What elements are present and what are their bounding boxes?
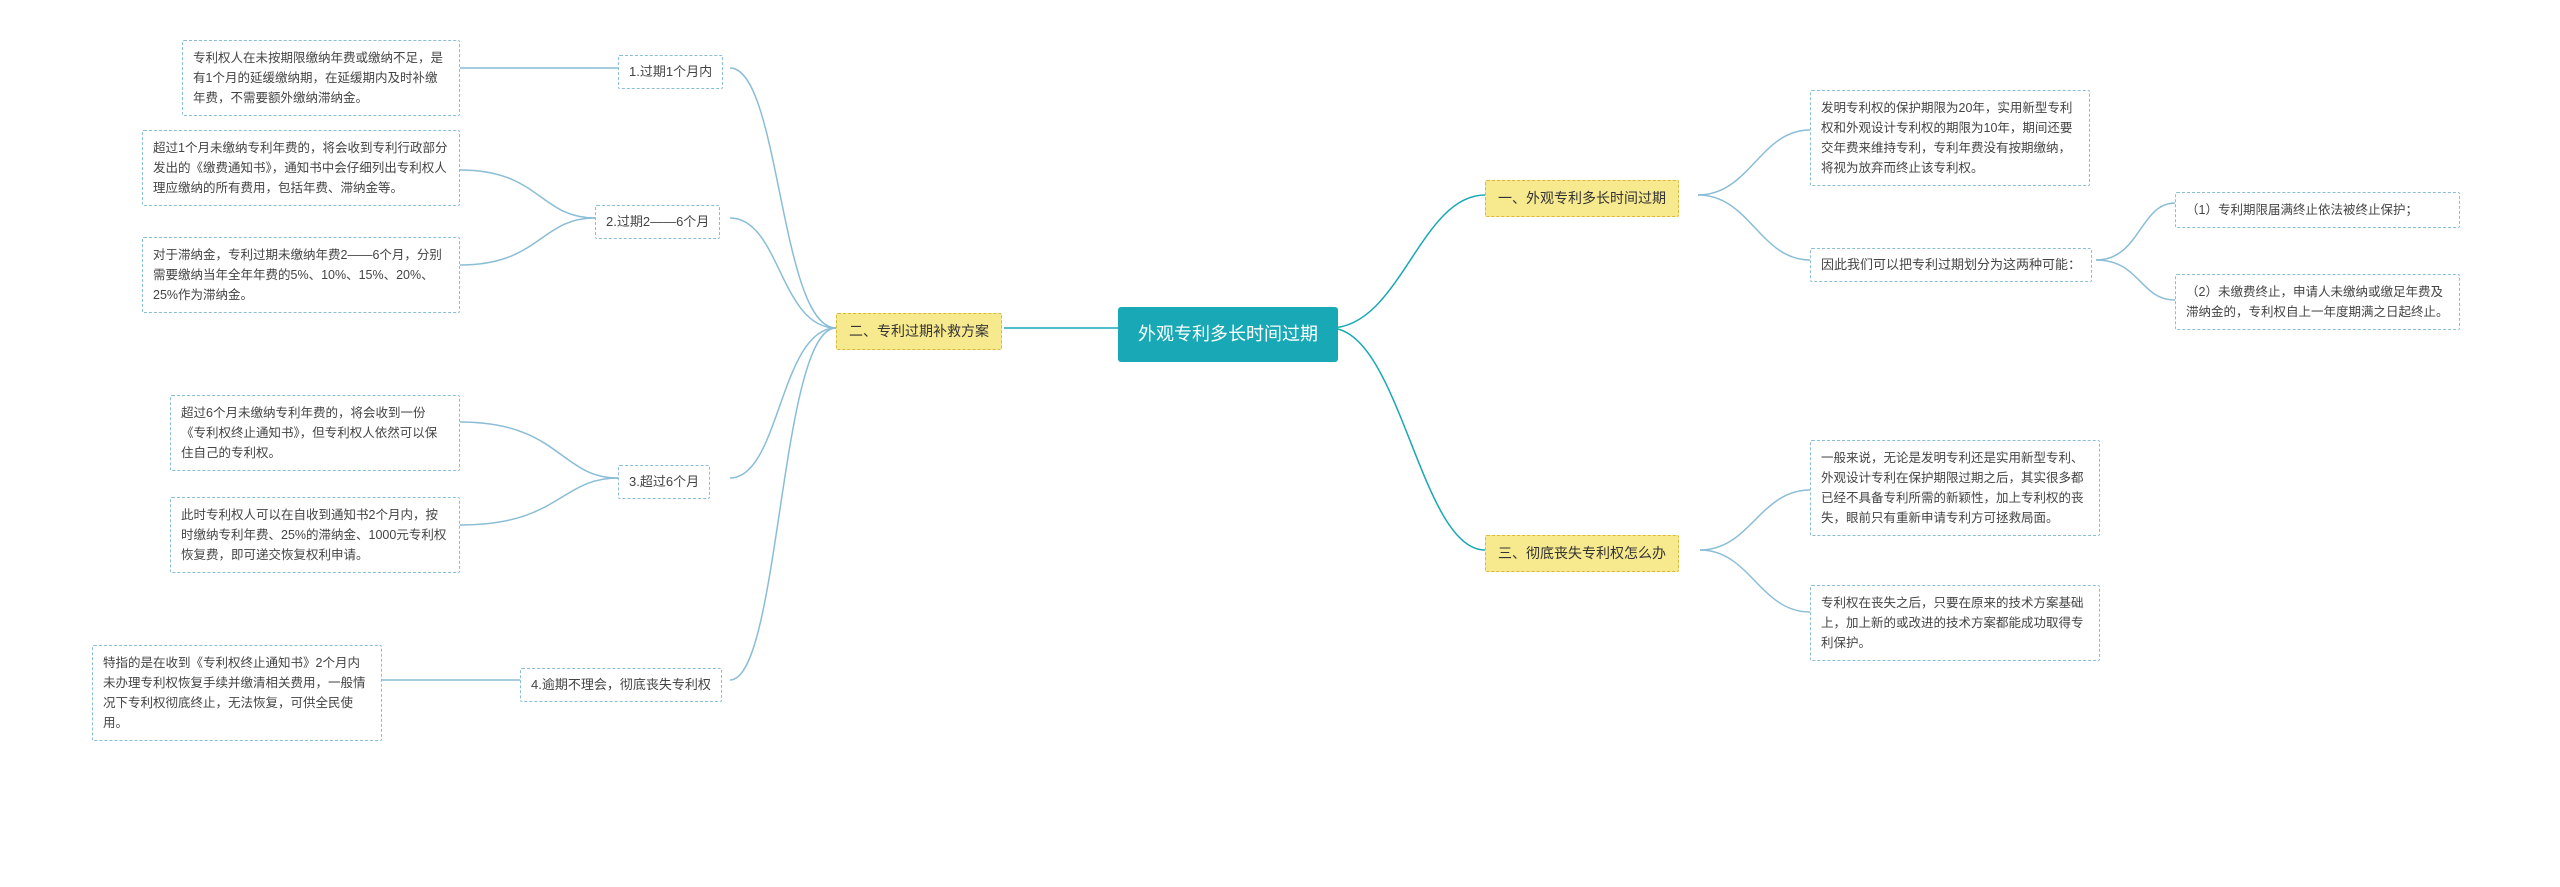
topic-2-sub-2-leaf-2: 对于滞纳金，专利过期未缴纳年费2——6个月，分别需要缴纳当年全年年费的5%、10…	[142, 237, 460, 313]
topic-2-sub-1[interactable]: 1.过期1个月内	[618, 55, 723, 89]
topic-3-leaf-2: 专利权在丧失之后，只要在原来的技术方案基础上，加上新的或改进的技术方案都能成功取…	[1810, 585, 2100, 661]
topic-2-sub-2-leaf-1: 超过1个月未缴纳专利年费的，将会收到专利行政部分发出的《缴费通知书》，通知书中会…	[142, 130, 460, 206]
topic-2[interactable]: 二、专利过期补救方案	[836, 313, 1002, 350]
topic-2-sub-3-leaf-1: 超过6个月未缴纳专利年费的，将会收到一份《专利权终止通知书》，但专利权人依然可以…	[170, 395, 460, 471]
root-node[interactable]: 外观专利多长时间过期	[1118, 307, 1338, 362]
topic-1-leaf-1: 发明专利权的保护期限为20年，实用新型专利权和外观设计专利权的期限为10年，期间…	[1810, 90, 2090, 186]
topic-2-sub-3-leaf-2: 此时专利权人可以在自收到通知书2个月内，按时缴纳专利年费、25%的滞纳金、100…	[170, 497, 460, 573]
topic-3[interactable]: 三、彻底丧失专利权怎么办	[1485, 535, 1679, 572]
topic-2-sub-4-leaf-1: 特指的是在收到《专利权终止通知书》2个月内未办理专利权恢复手续并缴清相关费用，一…	[92, 645, 382, 741]
topic-2-sub-2[interactable]: 2.过期2——6个月	[595, 205, 720, 239]
topic-1-sub-leaf-1: （1）专利期限届满终止依法被终止保护；	[2175, 192, 2460, 228]
topic-3-leaf-1: 一般来说，无论是发明专利还是实用新型专利、外观设计专利在保护期限过期之后，其实很…	[1810, 440, 2100, 536]
topic-2-sub-1-leaf-1: 专利权人在未按期限缴纳年费或缴纳不足，是有1个月的延缓缴纳期，在延缓期内及时补缴…	[182, 40, 460, 116]
topic-1[interactable]: 一、外观专利多长时间过期	[1485, 180, 1679, 217]
topic-2-sub-4[interactable]: 4.逾期不理会，彻底丧失专利权	[520, 668, 722, 702]
topic-2-sub-3[interactable]: 3.超过6个月	[618, 465, 710, 499]
topic-1-sub-leaf-2: （2）未缴费终止，申请人未缴纳或缴足年费及滞纳金的，专利权自上一年度期满之日起终…	[2175, 274, 2460, 330]
topic-1-sub[interactable]: 因此我们可以把专利过期划分为这两种可能：	[1810, 248, 2092, 282]
